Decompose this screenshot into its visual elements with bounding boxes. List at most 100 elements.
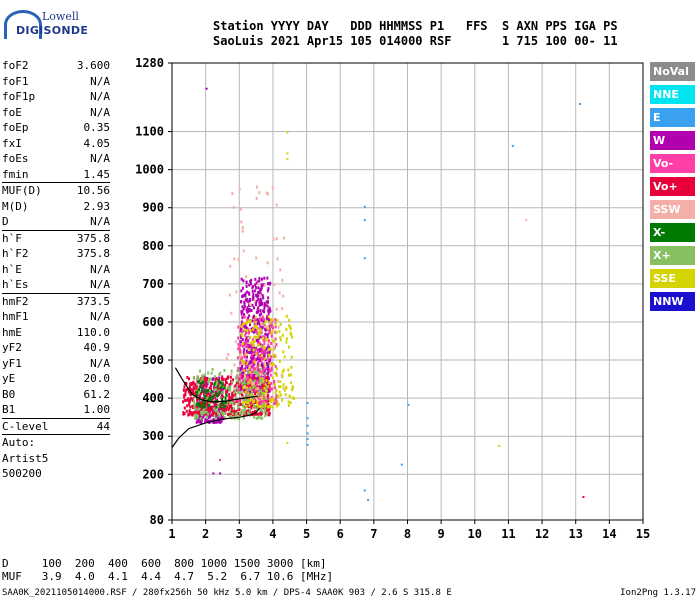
echo-point [264, 357, 267, 361]
echo-point [256, 356, 259, 360]
echo-point [207, 412, 210, 416]
param-row: yF2 40.9 [2, 340, 110, 356]
echo-point [217, 389, 220, 393]
echo-point [276, 257, 279, 261]
echo-point [244, 298, 247, 302]
echo-point [259, 399, 262, 403]
echo-point [190, 382, 193, 386]
echo-point [221, 391, 224, 394]
echo-point [306, 401, 309, 404]
echo-point [235, 376, 237, 380]
echo-point [253, 335, 256, 339]
echo-point [215, 380, 218, 384]
echo-point [263, 317, 265, 321]
echo-point [249, 408, 252, 412]
echo-point [288, 318, 291, 322]
echo-point [262, 296, 265, 300]
echo-point [247, 392, 250, 396]
echo-point [255, 374, 258, 378]
echo-point [259, 347, 262, 351]
echo-point [245, 308, 248, 312]
echo-point [267, 403, 270, 407]
echo-point [202, 411, 205, 415]
echo-point [198, 385, 201, 389]
echo-point [243, 305, 246, 309]
echo-point [266, 304, 269, 308]
echo-point [229, 385, 232, 389]
echo-point [195, 420, 198, 424]
echo-point [260, 286, 263, 290]
echo-point [245, 386, 248, 390]
echo-point [252, 374, 254, 377]
echo-point [252, 357, 255, 361]
echo-point [241, 394, 244, 398]
echo-point [237, 368, 240, 372]
echo-point [263, 342, 266, 346]
echo-point [268, 411, 271, 415]
echo-point [246, 299, 249, 303]
echo-point [306, 438, 309, 441]
echo-point [232, 393, 235, 397]
echo-point [265, 386, 268, 390]
echo-point [290, 333, 293, 337]
echo-point [253, 330, 255, 334]
echo-point [200, 389, 203, 393]
echo-point [221, 393, 223, 397]
echo-point [224, 400, 227, 404]
echo-point [277, 325, 280, 329]
echo-point [253, 379, 256, 383]
echo-point [279, 385, 282, 389]
echo-point [221, 385, 224, 388]
echo-point [275, 331, 278, 335]
y-tick-label: 500 [142, 353, 164, 367]
echo-point [247, 371, 250, 375]
echo-point [234, 396, 237, 400]
echo-point [226, 402, 229, 406]
echo-point [282, 294, 285, 298]
echo-point [213, 396, 216, 399]
echo-point [211, 413, 214, 417]
echo-point [276, 319, 279, 323]
echo-point [274, 337, 277, 341]
echo-point [276, 395, 279, 399]
echo-point [243, 375, 246, 379]
echo-point [197, 416, 200, 420]
echo-point [265, 325, 268, 329]
echo-point [247, 300, 250, 304]
echo-point [291, 388, 293, 392]
echo-point [239, 361, 242, 365]
echo-point [200, 411, 203, 415]
echo-point [235, 400, 238, 404]
echo-point [306, 424, 309, 427]
echo-point [222, 411, 225, 415]
echo-point [237, 390, 240, 394]
echo-point [261, 294, 264, 298]
echo-point [218, 417, 220, 421]
echo-point [263, 354, 266, 358]
echo-point [270, 366, 273, 370]
echo-point [269, 373, 272, 377]
param-value: 40.9 [83, 341, 111, 354]
echo-point [269, 405, 272, 408]
echo-point [192, 376, 195, 380]
echo-point [272, 399, 275, 403]
echo-point [208, 393, 211, 397]
param-value: 110.0 [76, 325, 110, 339]
echo-point [241, 403, 244, 407]
param-label: fxI [2, 136, 22, 150]
echo-point [261, 396, 264, 400]
echo-point [249, 280, 252, 283]
echo-point [247, 309, 249, 313]
echo-point [251, 410, 254, 414]
echo-point [230, 403, 233, 407]
echo-point [274, 371, 277, 375]
echo-point [208, 412, 211, 415]
echo-point [289, 401, 292, 405]
echo-point [250, 385, 253, 389]
y-tick-label: 1000 [135, 163, 164, 177]
echo-point [248, 375, 251, 379]
echo-point [250, 282, 252, 286]
echo-point [242, 378, 245, 382]
echo-point [268, 348, 270, 351]
param-row: yE 20.0 [2, 371, 110, 387]
